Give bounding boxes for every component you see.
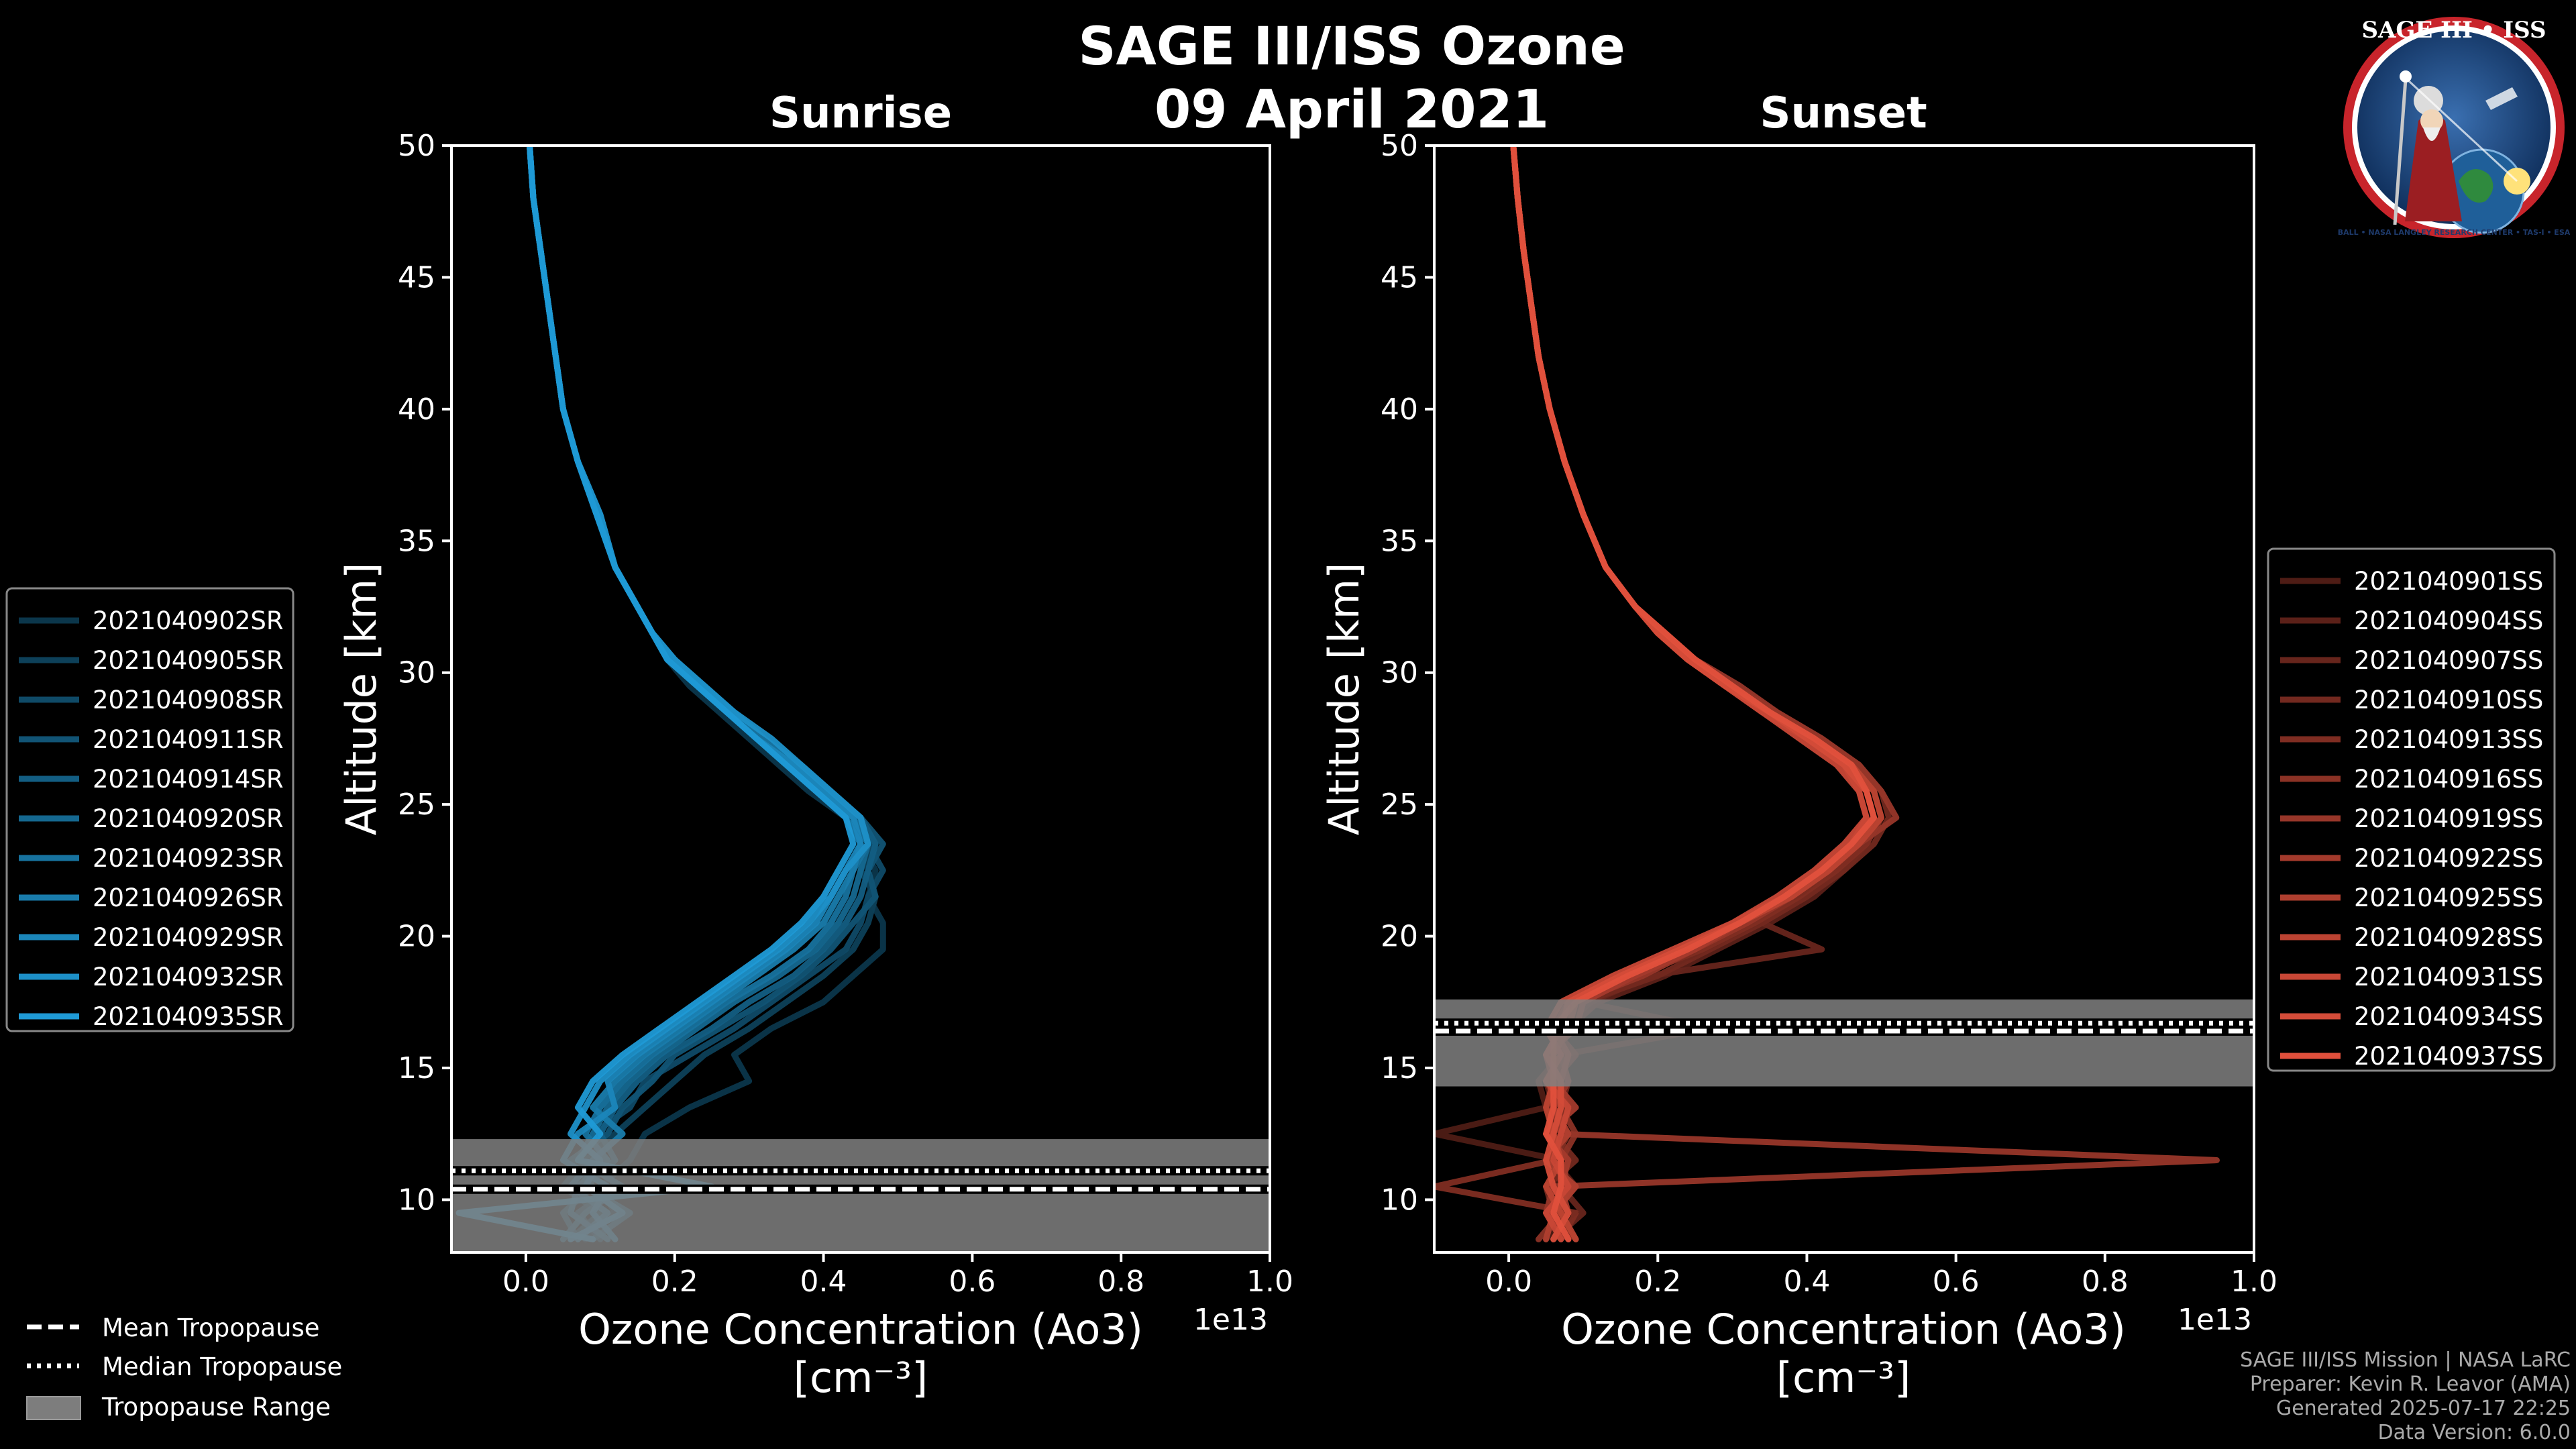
sage-mission-logo: SAGE III • ISS BALL • NASA LANGLEY RESEA… xyxy=(2338,17,2571,238)
credit-mission: SAGE III/ISS Mission | NASA LaRC xyxy=(2240,1348,2571,1372)
sunset-y-tick-label: 20 xyxy=(1381,920,1418,954)
sunset-x-axis-unit: [cm⁻³] xyxy=(1776,1353,1911,1402)
sunset-legend-label: 2021040931SS xyxy=(2354,963,2543,991)
logo-ring-text: BALL • NASA LANGLEY RESEARCH CENTER • TA… xyxy=(2338,228,2571,237)
sunrise-panel: Sunrise 0.0 0.2 0.4 0.6 0.8 1.0 10 15 20 25 30 35 40… xyxy=(337,89,1293,1402)
sunrise-x-tick-label: 1.0 xyxy=(1246,1265,1293,1299)
sunset-legend-label: 2021040913SS xyxy=(2354,725,2543,754)
sunset-legend-label: 2021040907SS xyxy=(2354,646,2543,675)
sunset-legend-label: 2021040922SS xyxy=(2354,844,2543,873)
sunrise-x-axis-unit: [cm⁻³] xyxy=(794,1353,928,1402)
sunset-x-tick-label: 0.0 xyxy=(1485,1265,1532,1299)
sunset-panel: Sunset 0.0 0.2 0.4 0.6 0.8 1.0 10 15 20 25 30 35 40 4… xyxy=(1320,89,2277,1402)
sunrise-y-tick-label: 30 xyxy=(398,656,435,690)
sunset-legend-label: 2021040916SS xyxy=(2354,765,2543,794)
sunrise-series-2021040935SR xyxy=(455,146,857,1242)
sunset-x-tick-label: 1.0 xyxy=(2231,1265,2277,1299)
sunrise-x-axis-label: Ozone Concentration (Ao3) xyxy=(578,1305,1143,1354)
credit-data-version: Data Version: 6.0.0 xyxy=(2378,1421,2571,1444)
sunrise-y-tick-label: 25 xyxy=(398,788,435,822)
sunset-plot-frame xyxy=(1433,144,2255,1254)
sunset-y-axis-label: Altitude [km] xyxy=(1320,563,1368,836)
wizard-figure-icon xyxy=(2405,114,2462,221)
sunrise-y-tick-label: 40 xyxy=(398,392,435,427)
sunrise-x-tick-label: 0.8 xyxy=(1097,1265,1144,1299)
sunset-legend-label: 2021040904SS xyxy=(2354,606,2543,635)
sunrise-y-tick-label: 50 xyxy=(398,129,435,163)
sunset-series-2021040937SS xyxy=(1510,146,1877,1242)
sunrise-plot-frame xyxy=(450,144,1271,1254)
sunset-legend-label: 2021040928SS xyxy=(2354,923,2543,952)
credits: SAGE III/ISS Mission | NASA LaRC Prepare… xyxy=(2240,1348,2571,1444)
sunset-legend: 2021040901SS 2021040904SS 2021040907SS 2021… xyxy=(2267,547,2556,1072)
sunrise-y-tick-label: 35 xyxy=(398,524,435,558)
continent-shape xyxy=(2459,169,2493,203)
sunset-x-tick-label: 0.4 xyxy=(1783,1265,1830,1299)
sunrise-legend-label: 2021040935SR xyxy=(93,1002,284,1031)
sunset-legend-label: 2021040901SS xyxy=(2354,567,2543,596)
sunset-y-tick-label: 50 xyxy=(1381,129,1418,163)
figure-date: 09 April 2021 xyxy=(1155,80,1549,140)
sunset-title: Sunset xyxy=(1760,89,1927,138)
credit-generated: Generated 2025-07-17 22:25 xyxy=(2276,1397,2571,1420)
tropopause-range-swatch xyxy=(26,1396,81,1420)
sunrise-x-tick-label: 0.2 xyxy=(651,1265,698,1299)
sunrise-x-tick-label: 0.6 xyxy=(949,1265,996,1299)
sunset-y-tick-label: 15 xyxy=(1381,1051,1418,1085)
sunset-legend-label: 2021040937SS xyxy=(2354,1042,2543,1071)
figure-title: SAGE III/ISS Ozone xyxy=(1078,17,1625,77)
median-tropopause-label: Median Tropopause xyxy=(102,1352,342,1381)
sunset-legend-label: 2021040919SS xyxy=(2354,804,2543,833)
logo-label: SAGE III • ISS xyxy=(2361,17,2546,44)
sunset-x-axis-label: Ozone Concentration (Ao3) xyxy=(1561,1305,2126,1354)
credit-preparer: Preparer: Kevin R. Leavor (AMA) xyxy=(2250,1373,2571,1396)
sunset-y-tick-label: 10 xyxy=(1381,1183,1418,1217)
tropopause-range-label: Tropopause Range xyxy=(101,1393,331,1421)
sunset-legend-label: 2021040934SS xyxy=(2354,1002,2543,1031)
sunrise-y-tick-label: 10 xyxy=(398,1183,435,1217)
station-icon xyxy=(2485,87,2518,110)
sunrise-legend-label: 2021040929SR xyxy=(93,923,284,952)
sunrise-legend-label: 2021040902SR xyxy=(93,606,284,635)
sunrise-legend-label: 2021040923SR xyxy=(93,844,284,873)
sunset-legend-label: 2021040910SS xyxy=(2354,686,2543,714)
sunset-x-tick-label: 0.8 xyxy=(2082,1265,2129,1299)
sunset-x-tick-label: 0.2 xyxy=(1634,1265,1681,1299)
sunrise-legend: 2021040902SR 2021040905SR 2021040908SR 2021… xyxy=(5,587,294,1032)
sunrise-legend-label: 2021040911SR xyxy=(93,725,284,754)
sunrise-title: Sunrise xyxy=(769,89,952,138)
sunrise-legend-label: 2021040920SR xyxy=(93,804,284,833)
sunrise-x-offset-label: 1e13 xyxy=(1193,1303,1268,1337)
tropopause-legend: Mean Tropopause Median Tropopause Tropop… xyxy=(26,1313,342,1421)
sunrise-legend-label: 2021040932SR xyxy=(93,963,284,991)
sunset-legend-label: 2021040925SS xyxy=(2354,883,2543,912)
sunrise-y-axis-label: Altitude [km] xyxy=(337,563,386,836)
sunset-tropopause-range xyxy=(1434,999,2254,1087)
sunrise-x-tick-label: 0.0 xyxy=(502,1265,549,1299)
sunrise-y-tick-label: 20 xyxy=(398,920,435,954)
sunrise-tropopause-range xyxy=(451,1139,1270,1252)
sunset-y-tick-label: 45 xyxy=(1381,260,1418,294)
sunrise-legend-label: 2021040905SR xyxy=(93,646,284,675)
sunset-y-tick-label: 30 xyxy=(1381,656,1418,690)
mean-tropopause-label: Mean Tropopause xyxy=(102,1313,320,1342)
sunset-x-tick-label: 0.6 xyxy=(1933,1265,1980,1299)
sunset-y-tick-label: 25 xyxy=(1381,788,1418,822)
sunset-y-tick-label: 35 xyxy=(1381,524,1418,558)
sunrise-legend-label: 2021040908SR xyxy=(93,686,284,714)
sunrise-x-tick-label: 0.4 xyxy=(800,1265,847,1299)
sunrise-legend-label: 2021040914SR xyxy=(93,765,284,794)
sunrise-y-tick-label: 15 xyxy=(398,1051,435,1085)
sunrise-legend-label: 2021040926SR xyxy=(93,883,284,912)
sunset-y-tick-label: 40 xyxy=(1381,392,1418,427)
sunset-x-offset-label: 1e13 xyxy=(2178,1303,2252,1337)
sunrise-y-tick-label: 45 xyxy=(398,260,435,294)
